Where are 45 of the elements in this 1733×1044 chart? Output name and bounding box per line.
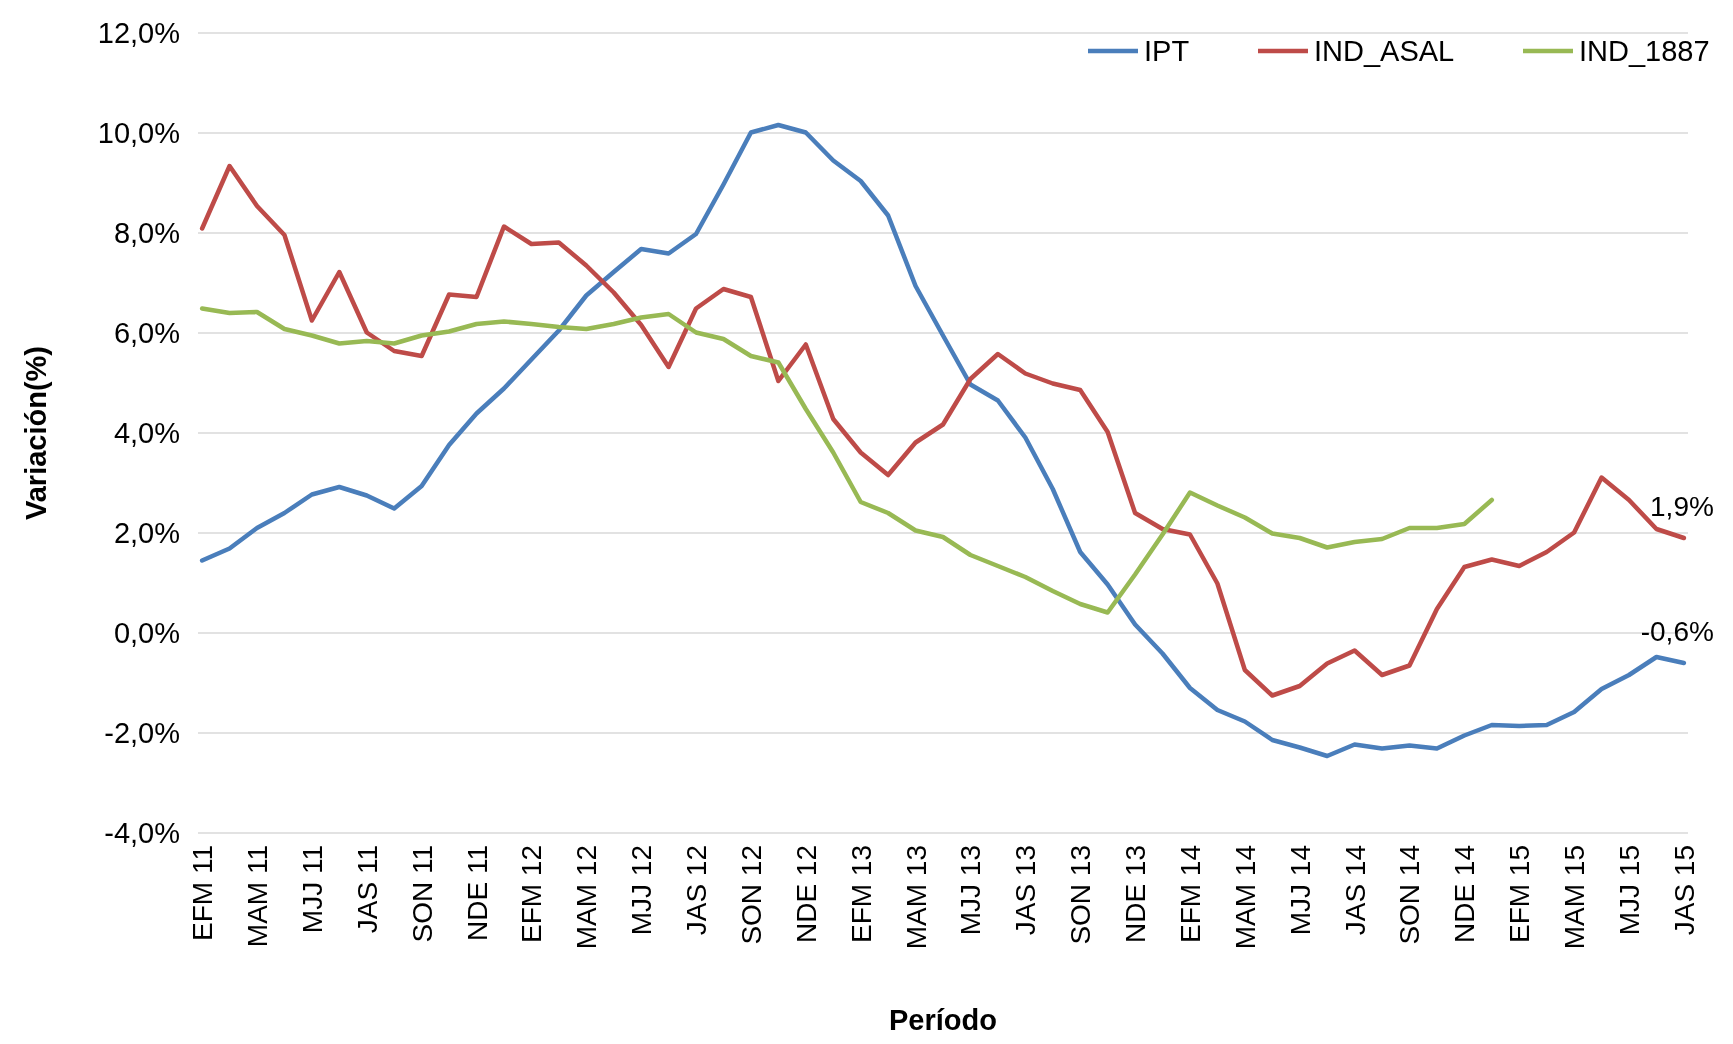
x-tick-label: MAM 12 — [571, 845, 603, 950]
x-tick-label: NDE 14 — [1449, 845, 1481, 944]
y-tick-label: 4,0% — [113, 417, 180, 450]
x-tick-label: JAS 14 — [1339, 845, 1371, 936]
legend-label: IND_ASAL — [1314, 35, 1455, 68]
legend-label: IND_1887 — [1579, 35, 1710, 68]
x-tick-label: MAM 15 — [1559, 845, 1591, 950]
x-tick-label: MAM 14 — [1229, 845, 1261, 950]
x-tick-label: JAS 11 — [351, 845, 383, 934]
x-tick-label: SON 12 — [735, 845, 767, 945]
x-tick-label: EFM 15 — [1504, 845, 1536, 944]
x-tick-label: MAM 11 — [242, 845, 273, 948]
x-tick-label: NDE 13 — [1120, 845, 1152, 944]
x-tick-label: MJJ 11 — [296, 845, 328, 934]
x-tick-label: MJJ 13 — [955, 845, 987, 936]
x-tick-label: SON 13 — [1065, 845, 1097, 945]
y-tick-label: 10,0% — [97, 117, 180, 150]
annotation: 1,9% — [1650, 491, 1714, 522]
x-tick-label: EFM 12 — [516, 845, 548, 944]
x-axis-title: Período — [889, 1004, 997, 1036]
x-tick-label: NDE 12 — [790, 845, 822, 944]
y-tick-label: 12,0% — [97, 17, 180, 50]
y-tick-label: 0,0% — [113, 617, 180, 650]
x-tick-label: JAS 12 — [681, 845, 713, 936]
y-tick-label: 8,0% — [113, 217, 180, 250]
annotation: -0,6% — [1640, 616, 1714, 647]
x-tick-label: MJJ 15 — [1614, 845, 1645, 936]
x-tick-label: MJJ 14 — [1284, 845, 1316, 936]
y-tick-label: -2,0% — [104, 717, 180, 750]
y-tick-label: -4,0% — [104, 817, 180, 850]
y-tick-label: 6,0% — [113, 317, 180, 350]
x-tick-label: JAS 13 — [1010, 845, 1042, 936]
line-series — [199, 306, 1495, 615]
x-tick-label: MAM 13 — [900, 845, 932, 950]
x-tick-label: SON 11 — [406, 845, 438, 943]
y-axis-title: Variación(%) — [20, 345, 52, 521]
x-tick-label: NDE 11 — [461, 845, 493, 941]
x-tick-label: MJJ 12 — [626, 845, 658, 936]
legend-label: IPT — [1144, 35, 1190, 68]
x-tick-label: EFM 13 — [845, 845, 877, 944]
x-tick-label: EFM 14 — [1174, 845, 1206, 944]
x-tick-label: SON 14 — [1394, 845, 1426, 945]
x-tick-label: JAS 15 — [1668, 845, 1700, 936]
x-tick-label: EFM 11 — [187, 845, 219, 941]
y-tick-label: 2,0% — [113, 517, 180, 550]
